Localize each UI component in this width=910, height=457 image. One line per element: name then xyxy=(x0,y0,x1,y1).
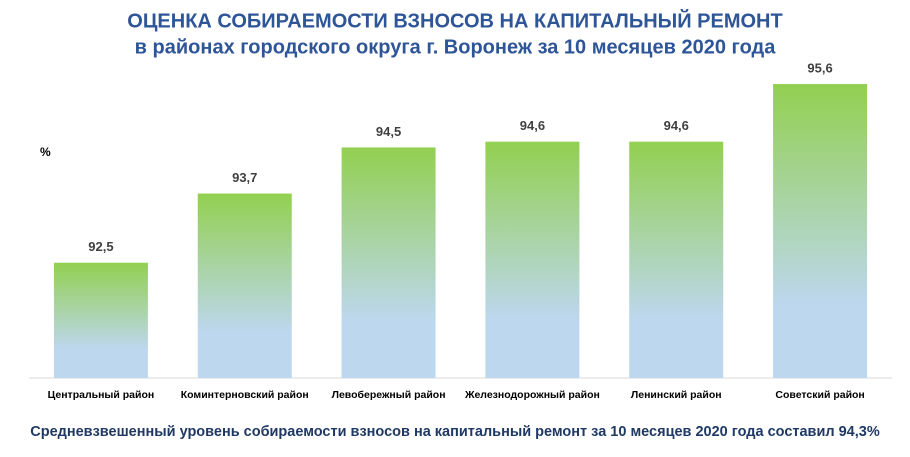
x-tick-label: Ленинский район xyxy=(631,389,722,401)
chart-title: ОЦЕНКА СОБИРАЕМОСТИ ВЗНОСОВ НА КАПИТАЛЬН… xyxy=(127,8,782,32)
x-tick-label: Коминтерновский район xyxy=(181,389,309,401)
note: Средневзвешенный уровень собираемости вз… xyxy=(30,424,880,440)
x-tick-label: Центральный район xyxy=(48,389,155,401)
bar xyxy=(341,147,436,378)
value-label: 94,5 xyxy=(376,124,401,139)
x-tick-label: Левобережный район xyxy=(332,389,446,401)
y-axis-label: % xyxy=(40,145,51,159)
value-label: 94,6 xyxy=(520,118,545,133)
bar xyxy=(197,193,292,378)
value-label: 92,5 xyxy=(88,239,113,254)
x-tick-label: Железнодорожный район xyxy=(464,389,600,401)
x-tick-label: Советский район xyxy=(775,389,864,401)
value-label: 95,6 xyxy=(807,60,832,75)
value-label: 94,6 xyxy=(664,118,689,133)
chart-subtitle: в районах городского округа г. Воронеж з… xyxy=(135,36,777,58)
value-label: 93,7 xyxy=(232,170,257,185)
bar xyxy=(485,141,580,378)
bar xyxy=(773,84,868,379)
bar xyxy=(629,141,724,378)
bar xyxy=(53,262,148,378)
